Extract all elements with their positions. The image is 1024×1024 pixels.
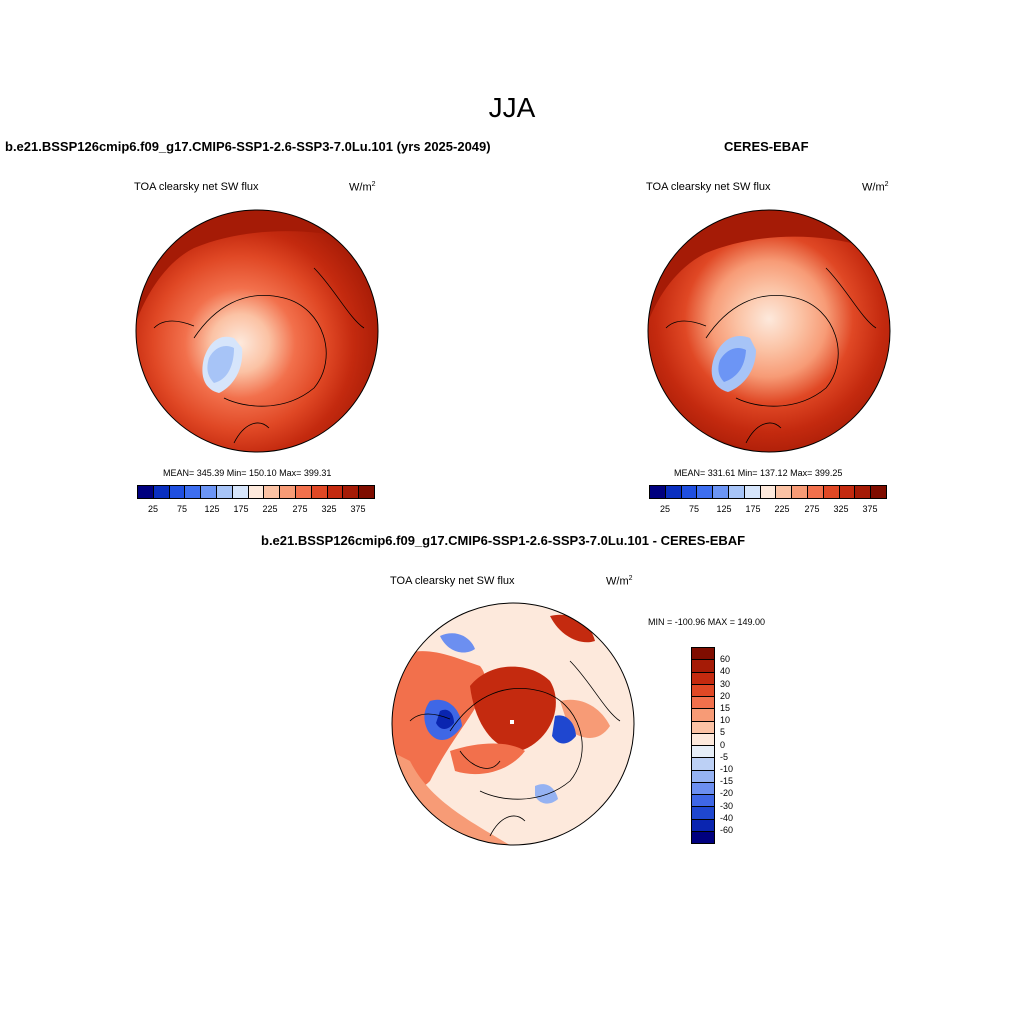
diff-colorbar-label: 10 xyxy=(720,715,731,725)
diff-colorbar-label: -10 xyxy=(720,764,734,774)
model-colorbar-label: 225 xyxy=(262,504,278,514)
model-colorbar-label: 375 xyxy=(350,504,366,514)
obs-colorbar-label: 275 xyxy=(804,504,820,514)
obs-stats: MEAN= 331.61 Min= 137.12 Max= 399.25 xyxy=(674,468,843,478)
model-stats: MEAN= 345.39 Min= 150.10 Max= 399.31 xyxy=(163,468,332,478)
diff-colorbar-label: -40 xyxy=(720,813,734,823)
diff-colorbar-label: 15 xyxy=(720,703,731,713)
diff-units-label: W/m2 xyxy=(606,575,633,588)
diff-colorbar-label: 0 xyxy=(720,740,726,750)
obs-colorbar-label: 125 xyxy=(716,504,732,514)
obs-colorbar-label: 75 xyxy=(688,504,699,514)
diff-colorbar-label: -30 xyxy=(720,801,734,811)
obs-colorbar-label: 325 xyxy=(833,504,849,514)
obs-variable-label: TOA clearsky net SW flux xyxy=(646,181,771,193)
diff-colorbar-label: 60 xyxy=(720,654,731,664)
model-units-label: W/m2 xyxy=(349,181,376,194)
diff-colorbar-label: 30 xyxy=(720,679,731,689)
season-title: JJA xyxy=(488,92,536,123)
model-colorbar-label: 25 xyxy=(147,504,158,514)
obs-polar-map xyxy=(647,209,891,453)
model-colorbar-label: 75 xyxy=(176,504,187,514)
obs-colorbar-label: 25 xyxy=(659,504,670,514)
diff-colorbar-label: -20 xyxy=(720,788,734,798)
obs-colorbar-label: 375 xyxy=(862,504,878,514)
model-colorbar xyxy=(137,485,375,499)
obs-colorbar xyxy=(649,485,887,499)
diff-colorbar-label: 40 xyxy=(720,666,731,676)
diff-colorbar xyxy=(691,647,715,844)
diff-colorbar-label: -60 xyxy=(720,825,734,835)
model-polar-map xyxy=(135,209,379,453)
model-colorbar-label: 275 xyxy=(292,504,308,514)
obs-colorbar-label: 225 xyxy=(774,504,790,514)
obs-colorbar-label: 175 xyxy=(745,504,761,514)
diff-colorbar-label: -15 xyxy=(720,776,734,786)
diff-colorbar-label: 5 xyxy=(720,727,726,737)
obs-units-label: W/m2 xyxy=(862,181,889,194)
diff-colorbar-label: -5 xyxy=(720,752,729,762)
diff-minmax: MIN = -100.96 MAX = 149.00 xyxy=(648,617,766,627)
obs-panel-title: CERES-EBAF xyxy=(724,139,809,154)
model-colorbar-label: 125 xyxy=(204,504,220,514)
diff-colorbar-label: 20 xyxy=(720,691,731,701)
model-panel-title: b.e21.BSSP126cmip6.f09_g17.CMIP6-SSP1-2.… xyxy=(5,139,491,154)
model-variable-label: TOA clearsky net SW flux xyxy=(134,181,259,193)
diff-polar-map xyxy=(391,602,635,846)
model-colorbar-label: 175 xyxy=(233,504,249,514)
model-colorbar-label: 325 xyxy=(321,504,337,514)
diff-variable-label: TOA clearsky net SW flux xyxy=(390,575,515,587)
diff-panel-title: b.e21.BSSP126cmip6.f09_g17.CMIP6-SSP1-2.… xyxy=(261,533,746,548)
